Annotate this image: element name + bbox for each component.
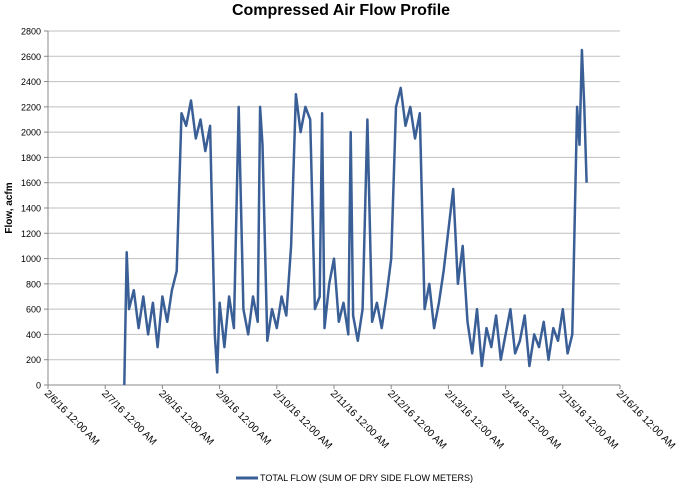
y-tick-label: 1200 [21,229,41,239]
x-tick-label: 2/7/16 12:00 AM [99,388,158,447]
y-tick-label: 2000 [21,128,41,138]
y-tick-label: 200 [26,355,41,365]
y-tick-label: 1000 [21,254,41,264]
y-tick-label: 400 [26,330,41,340]
x-tick-label: 2/6/16 12:00 AM [42,388,101,447]
y-tick-label: 2400 [21,77,41,87]
y-tick-label: 800 [26,279,41,289]
x-tick-label: 2/15/16 12:00 AM [557,388,620,451]
y-tick-label: 2600 [21,52,41,62]
x-tick-label: 2/9/16 12:00 AM [213,388,272,447]
chart-title: Compressed Air Flow Profile [232,2,450,19]
x-tick-label: 2/8/16 12:00 AM [156,388,215,447]
x-tick-label: 2/13/16 12:00 AM [442,388,505,451]
x-tick-label: 2/11/16 12:00 AM [328,388,391,451]
y-tick-label: 0 [36,381,41,391]
legend-label: TOTAL FLOW (SUM OF DRY SIDE FLOW METERS) [260,473,473,483]
x-tick-label: 2/14/16 12:00 AM [499,388,562,451]
y-tick-label: 2800 [21,27,41,37]
y-tick-label: 1800 [21,153,41,163]
y-tick-label: 600 [26,305,41,315]
x-tick-label: 2/16/16 12:00 AM [614,388,677,451]
y-tick-label: 1600 [21,178,41,188]
y-tick-label: 2200 [21,102,41,112]
y-tick-label: 1400 [21,204,41,214]
x-tick-label: 2/10/16 12:00 AM [271,388,334,451]
data-line [123,48,588,386]
x-tick-label: 2/12/16 12:00 AM [385,388,448,451]
y-axis-label: Flow, acfm [4,182,15,233]
